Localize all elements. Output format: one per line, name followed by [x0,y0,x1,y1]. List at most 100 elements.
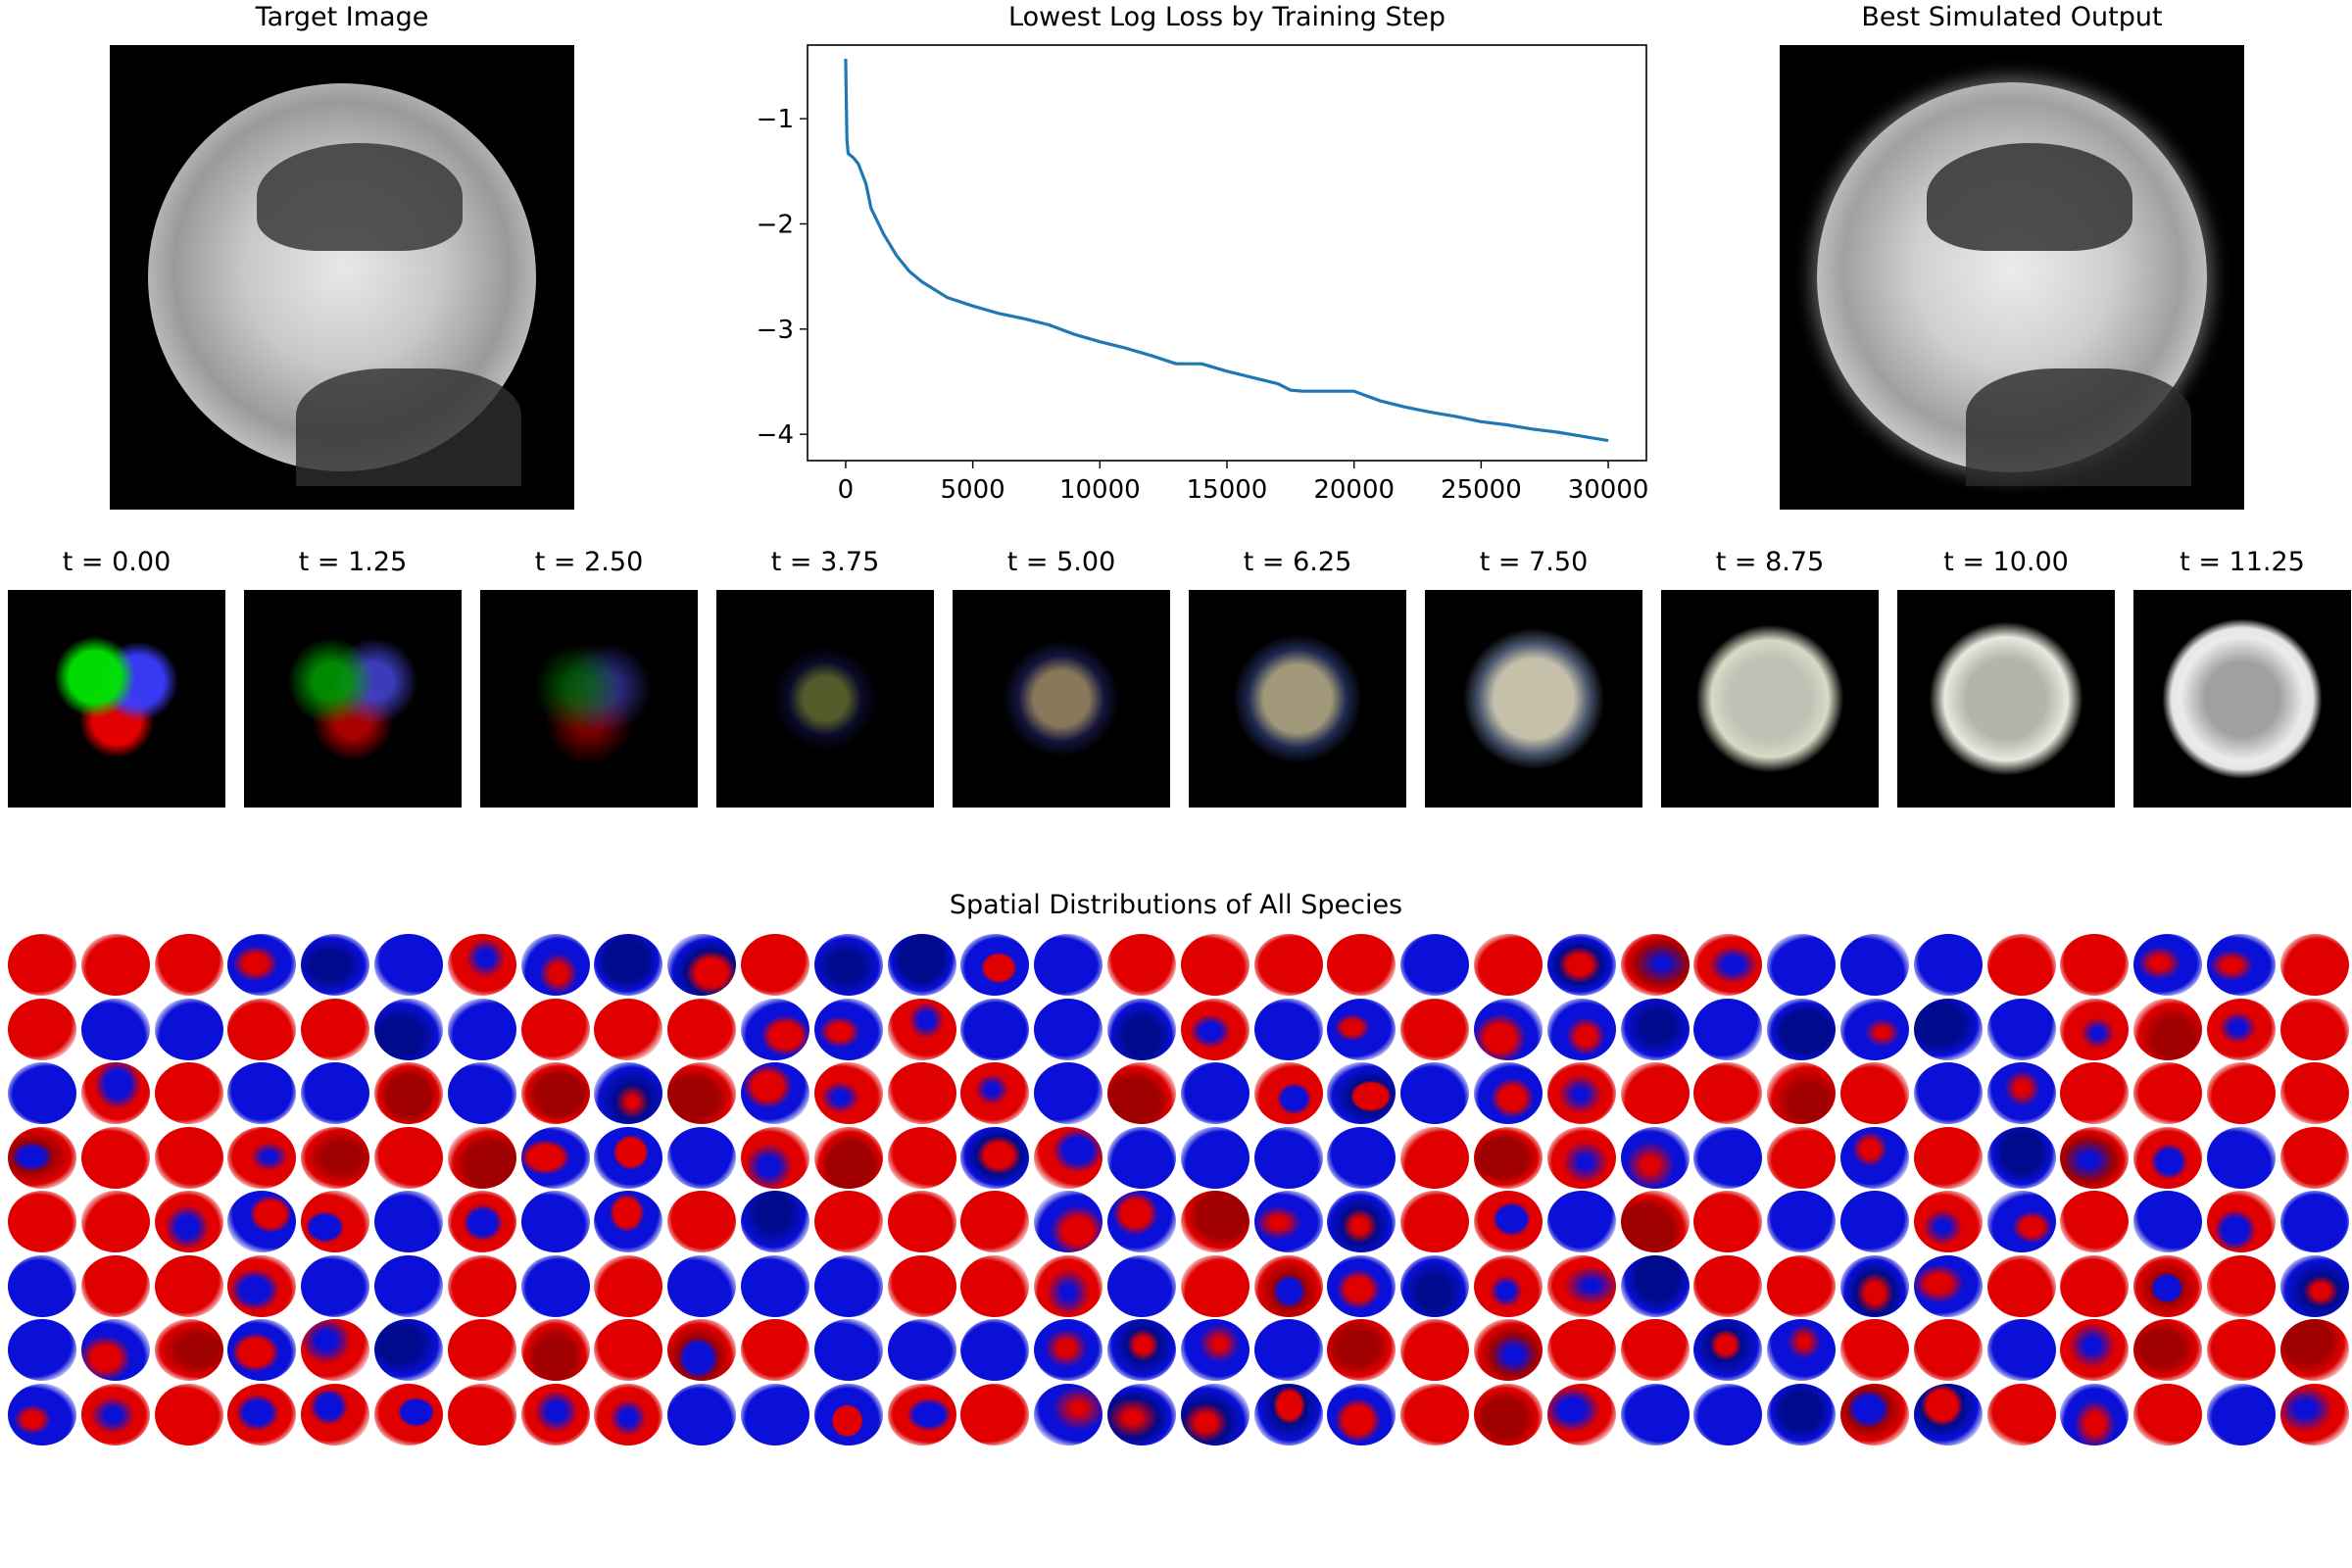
species-map [667,998,737,1060]
species-map [154,1191,223,1252]
species-map [1693,1383,1763,1446]
species-map [1620,1254,1690,1317]
species-map [80,1062,150,1124]
species-map [594,1254,663,1317]
species-map [80,1319,150,1381]
species-map [447,934,516,996]
species-map [1327,1254,1396,1317]
species-title: Spatial Distributions of All Species [949,890,1403,920]
species-map [1180,1254,1250,1317]
species-map [741,998,809,1060]
species-map [1034,1191,1103,1252]
species-map [741,1319,809,1381]
target-portrait-hair [257,143,463,251]
species-map [8,1383,76,1446]
species-map [1034,998,1103,1060]
species-map [594,1191,663,1252]
species-map [1327,1383,1396,1446]
species-map [374,1191,443,1252]
y-tick-label: −3 [757,316,794,345]
species-map [741,1191,809,1252]
species-map [1546,1191,1616,1252]
species-map [1693,1254,1763,1317]
best-output-title: Best Simulated Output [1861,2,2163,32]
species-map [1400,1383,1470,1446]
loss-series-line [844,58,1609,443]
species-map [667,1254,737,1317]
species-map [1767,1062,1837,1124]
species-map [1693,998,1763,1060]
species-map [1986,1319,2056,1381]
species-map [2133,1383,2203,1446]
species-map [1546,1062,1616,1124]
species-map [154,998,223,1060]
species-map [1180,1191,1250,1252]
species-map [1400,1319,1470,1381]
species-map [1620,1062,1690,1124]
species-map [1840,1126,1909,1189]
species-map [520,1191,590,1252]
species-map [1986,1191,2056,1252]
snapshot-image [953,590,1170,808]
snapshot-label: t = 6.25 [1243,547,1352,577]
species-map [594,1319,663,1381]
snapshot-image [1189,590,1406,808]
x-tick-label: 10000 [1059,475,1141,505]
species-map [1107,1254,1176,1317]
species-map [960,1062,1030,1124]
species-map [1034,1062,1103,1124]
species-map [301,1383,370,1446]
species-map [1840,1383,1909,1446]
species-map [227,1062,297,1124]
species-map [301,998,370,1060]
species-map [154,1383,223,1446]
species-map [2279,998,2349,1060]
species-map [1693,1191,1763,1252]
snapshot-label: t = 1.25 [298,547,408,577]
species-map [520,998,590,1060]
species-map [1840,1254,1909,1317]
species-map [741,1254,809,1317]
species-map [1474,1319,1543,1381]
species-map [1986,1254,2056,1317]
species-map [1107,1062,1176,1124]
species-map [2279,1191,2349,1252]
species-map [1546,1254,1616,1317]
species-map [960,1126,1030,1189]
species-map [887,1254,956,1317]
species-map [2279,1254,2349,1317]
species-map [2207,1383,2276,1446]
output-portrait-hair [1927,143,2132,251]
species-map [1474,934,1543,996]
species-map [1034,1126,1103,1189]
y-tick-label: −2 [757,210,794,239]
species-map [813,934,883,996]
species-map [80,998,150,1060]
loss-chart: 0 5000 10000 15000 20000 25000 30000 −1 −2 −3 −4 [757,44,1648,505]
species-map [374,1126,443,1189]
species-map [1327,934,1396,996]
species-map [154,934,223,996]
species-map [887,1126,956,1189]
species-map [2060,1191,2130,1252]
species-map [813,1383,883,1446]
species-map [887,1319,956,1381]
species-map [8,1319,76,1381]
species-map [2133,1126,2203,1189]
species-map [1767,1383,1837,1446]
species-map [594,1062,663,1124]
species-map [594,1383,663,1446]
species-map [2060,998,2130,1060]
species-map [1400,934,1470,996]
species-map [741,1383,809,1446]
species-map [1620,1126,1690,1189]
species-map [960,1191,1030,1252]
species-map [594,1126,663,1189]
species-map [374,934,443,996]
species-map [1327,1062,1396,1124]
species-map [8,1126,76,1189]
x-tick-label: 20000 [1313,475,1395,505]
species-map [1180,1319,1250,1381]
species-map [374,1319,443,1381]
snapshot-image [716,590,934,808]
